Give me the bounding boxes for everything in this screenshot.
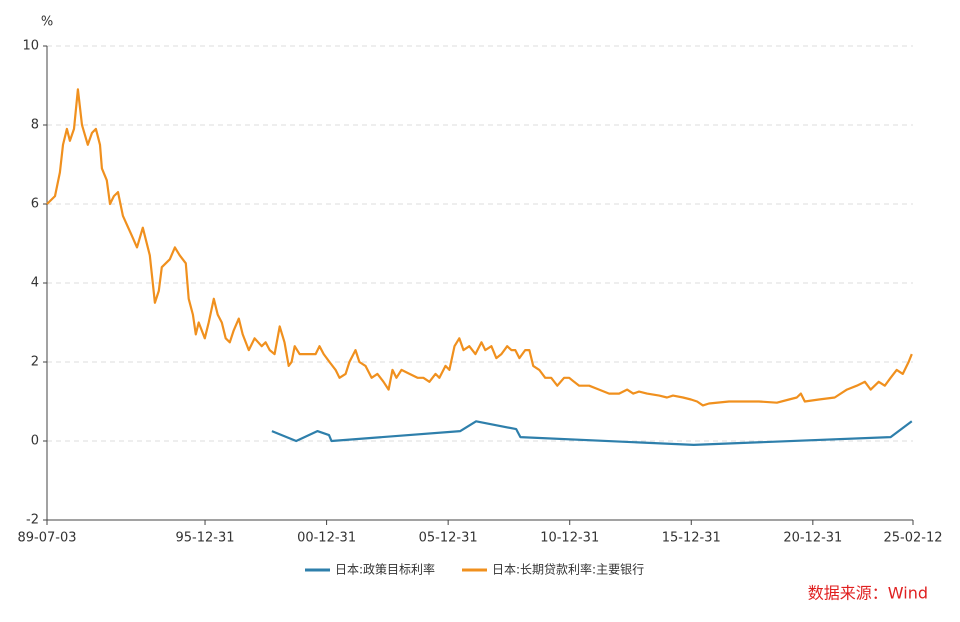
legend-label: 日本:长期贷款利率:主要银行	[492, 562, 644, 577]
y-tick-label: 4	[31, 276, 39, 291]
y-tick-label: 6	[31, 197, 39, 212]
x-tick-label: 15-12-31	[662, 531, 721, 546]
y-unit: %	[41, 15, 53, 30]
source-note: 数据来源：Wind	[808, 584, 928, 603]
y-tick-label: 2	[31, 355, 39, 370]
y-tick-label: 8	[31, 118, 39, 133]
series-line	[46, 88, 913, 407]
series-line	[271, 420, 913, 446]
x-tick-label: 95-12-31	[176, 531, 235, 546]
x-tick-label: 25-02-12	[883, 531, 942, 546]
y-tick-label: 10	[22, 39, 39, 54]
x-tick-label: 00-12-31	[297, 531, 356, 546]
x-tick-label: 20-12-31	[783, 531, 842, 546]
x-tick-label: 89-07-03	[17, 531, 76, 546]
x-tick-label: 10-12-31	[540, 531, 599, 546]
y-tick-label: 0	[31, 434, 39, 449]
x-tick-label: 05-12-31	[419, 531, 478, 546]
y-tick-label: -2	[26, 513, 39, 528]
legend-label: 日本:政策目标利率	[335, 562, 435, 577]
